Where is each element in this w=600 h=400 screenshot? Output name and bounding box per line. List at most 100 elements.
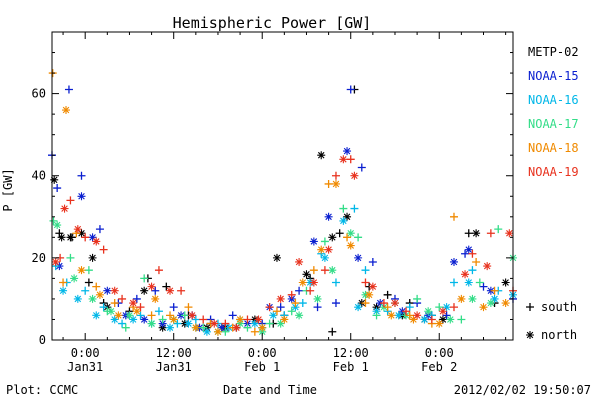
north-marker [272, 253, 281, 262]
south-marker [449, 303, 458, 312]
south-marker [221, 327, 230, 336]
legend-entry-noaa-17: NOAA-17 [528, 117, 579, 131]
north-marker [103, 286, 112, 295]
north-marker [77, 192, 86, 201]
north-marker [243, 319, 252, 328]
north-marker [339, 155, 348, 164]
north-marker [158, 323, 167, 332]
north-marker [320, 253, 329, 262]
north-marker [125, 311, 134, 320]
south-marker [435, 303, 444, 312]
south-marker [136, 303, 145, 312]
north-marker [158, 319, 167, 328]
south-marker [169, 303, 178, 312]
series-noaa-18 [48, 69, 510, 336]
south-marker [324, 179, 333, 188]
south-marker [64, 85, 73, 94]
south-marker [457, 315, 466, 324]
north-marker [50, 175, 59, 184]
north-marker [442, 303, 451, 312]
marker-legend-north: north [541, 328, 577, 342]
x-tick-label-time: 12:00 [156, 346, 192, 360]
x-tick-label-date: Feb 1 [244, 360, 280, 374]
north-marker [107, 307, 116, 316]
north-marker [372, 307, 381, 316]
south-marker [354, 233, 363, 242]
south-marker [162, 282, 171, 291]
x-tick-label-time: 0:00 [71, 346, 100, 360]
south-marker [118, 319, 127, 328]
south-marker [154, 266, 163, 275]
south-marker [95, 225, 104, 234]
north-marker [302, 270, 311, 279]
south-marker [199, 323, 208, 332]
south-marker [413, 294, 422, 303]
north-marker [88, 294, 97, 303]
north-marker [95, 290, 104, 299]
north-marker [317, 245, 326, 254]
footer-right: 2012/02/02 19:50:07 [454, 383, 591, 397]
south-marker [306, 286, 315, 295]
north-marker [151, 294, 160, 303]
north-marker [350, 171, 359, 180]
south-marker [361, 278, 370, 287]
north-marker [217, 323, 226, 332]
plot-frame [51, 31, 514, 341]
north-marker [254, 315, 263, 324]
north-marker [276, 319, 285, 328]
south-marker [99, 303, 108, 312]
north-marker [486, 299, 495, 308]
south-marker [84, 278, 93, 287]
north-marker [313, 294, 322, 303]
legend-entry-noaa-16: NOAA-16 [528, 93, 579, 107]
south-marker [110, 299, 119, 308]
south-marker [346, 85, 355, 94]
north-marker [276, 294, 285, 303]
south-marker [405, 303, 414, 312]
south-marker [361, 266, 370, 275]
north-marker [295, 257, 304, 266]
north-marker [236, 315, 245, 324]
south-marker [350, 204, 359, 213]
north-marker [166, 323, 175, 332]
north-marker [110, 286, 119, 295]
south-marker [49, 216, 58, 225]
north-marker [438, 307, 447, 316]
north-marker [60, 204, 69, 213]
south-marker [372, 311, 381, 320]
south-marker [405, 311, 414, 320]
south-marker [339, 204, 348, 213]
north-marker [295, 311, 304, 320]
south-marker [328, 327, 337, 336]
x-tick-label-date: Feb 1 [333, 360, 369, 374]
south-marker [154, 307, 163, 316]
north-marker [483, 262, 492, 271]
south-marker [361, 299, 370, 308]
north-marker [449, 257, 458, 266]
south-marker [461, 249, 470, 258]
north-marker [339, 216, 348, 225]
series-noaa-15 [48, 85, 517, 332]
north-marker [420, 315, 429, 324]
north-marker [188, 311, 197, 320]
south-marker [298, 299, 307, 308]
north-marker [129, 315, 138, 324]
north-marker [457, 294, 466, 303]
north-marker [258, 327, 267, 336]
x-tick-label-time: 0:00 [248, 346, 277, 360]
north-marker [365, 290, 374, 299]
south-marker [343, 233, 352, 242]
north-marker [250, 319, 259, 328]
north-marker [505, 229, 514, 238]
south-marker [287, 307, 296, 316]
north-marker [169, 315, 178, 324]
north-marker [317, 151, 326, 160]
south-marker [291, 299, 300, 308]
south-marker [494, 225, 503, 234]
north-marker [53, 221, 62, 230]
south-marker [151, 286, 160, 295]
north-marker [472, 229, 481, 238]
south-marker [468, 266, 477, 275]
